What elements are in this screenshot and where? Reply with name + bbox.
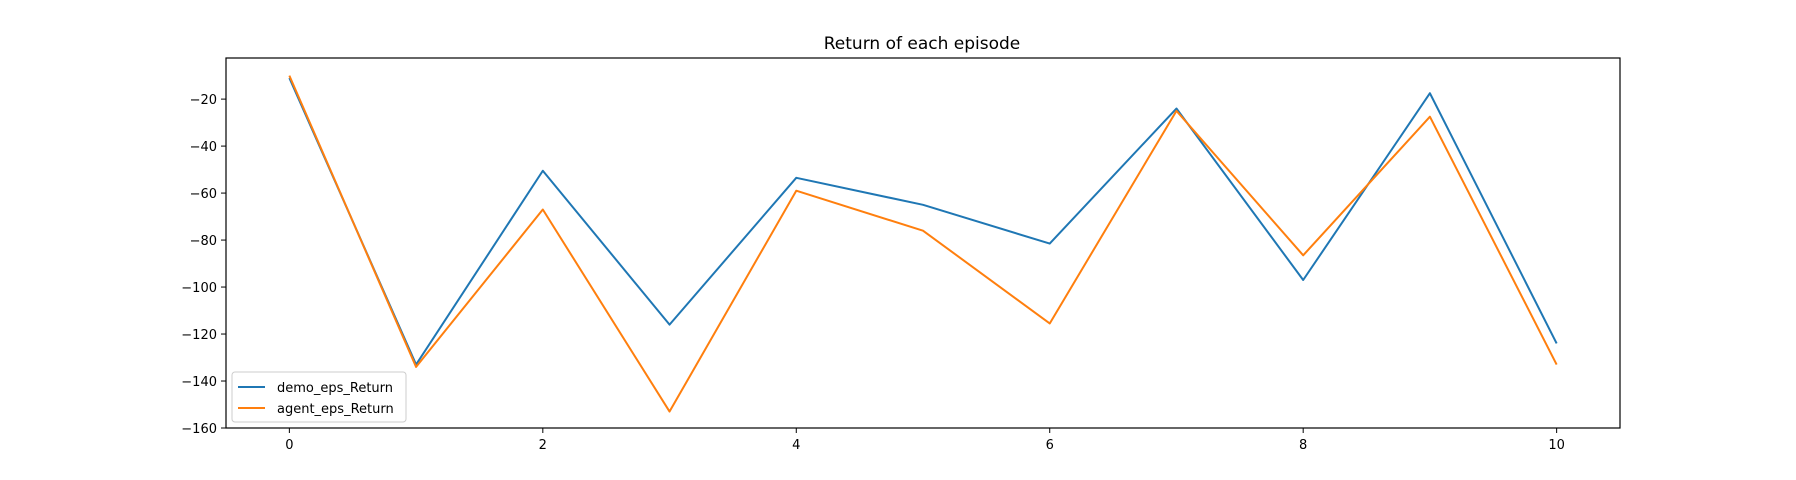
y-tick-label: −120 (181, 328, 217, 343)
legend: demo_eps_Return agent_eps_Return (231, 371, 407, 423)
x-tick-label: 2 (539, 438, 547, 453)
y-tick-label: −140 (181, 375, 217, 390)
x-tick-label: 0 (285, 438, 293, 453)
y-tick-label: −160 (181, 422, 217, 437)
series-layer (288, 75, 1558, 413)
x-tick-label: 8 (1299, 438, 1307, 453)
y-tick-label: −100 (181, 281, 217, 296)
x-tick-label: 10 (1548, 438, 1565, 453)
y-axis: −20 −40 −60 −80 −100 −120 −140 −160 (181, 93, 226, 437)
x-tick-label: 6 (1046, 438, 1054, 453)
y-tick-label: −40 (190, 140, 217, 155)
legend-label-demo: demo_eps_Return (277, 381, 393, 396)
series-line-demo (288, 77, 1558, 366)
y-tick-label: −60 (190, 187, 217, 202)
x-axis: 0 2 4 6 8 10 (285, 428, 1565, 453)
plot-frame (225, 57, 1621, 429)
x-tick-label: 4 (792, 438, 800, 453)
y-tick-label: −20 (190, 93, 217, 108)
chart-title: Return of each episode (824, 34, 1021, 54)
y-tick-label: −80 (190, 234, 217, 249)
legend-label-agent: agent_eps_Return (277, 402, 394, 417)
legend-box (231, 371, 407, 423)
series-line-agent (288, 75, 1558, 413)
